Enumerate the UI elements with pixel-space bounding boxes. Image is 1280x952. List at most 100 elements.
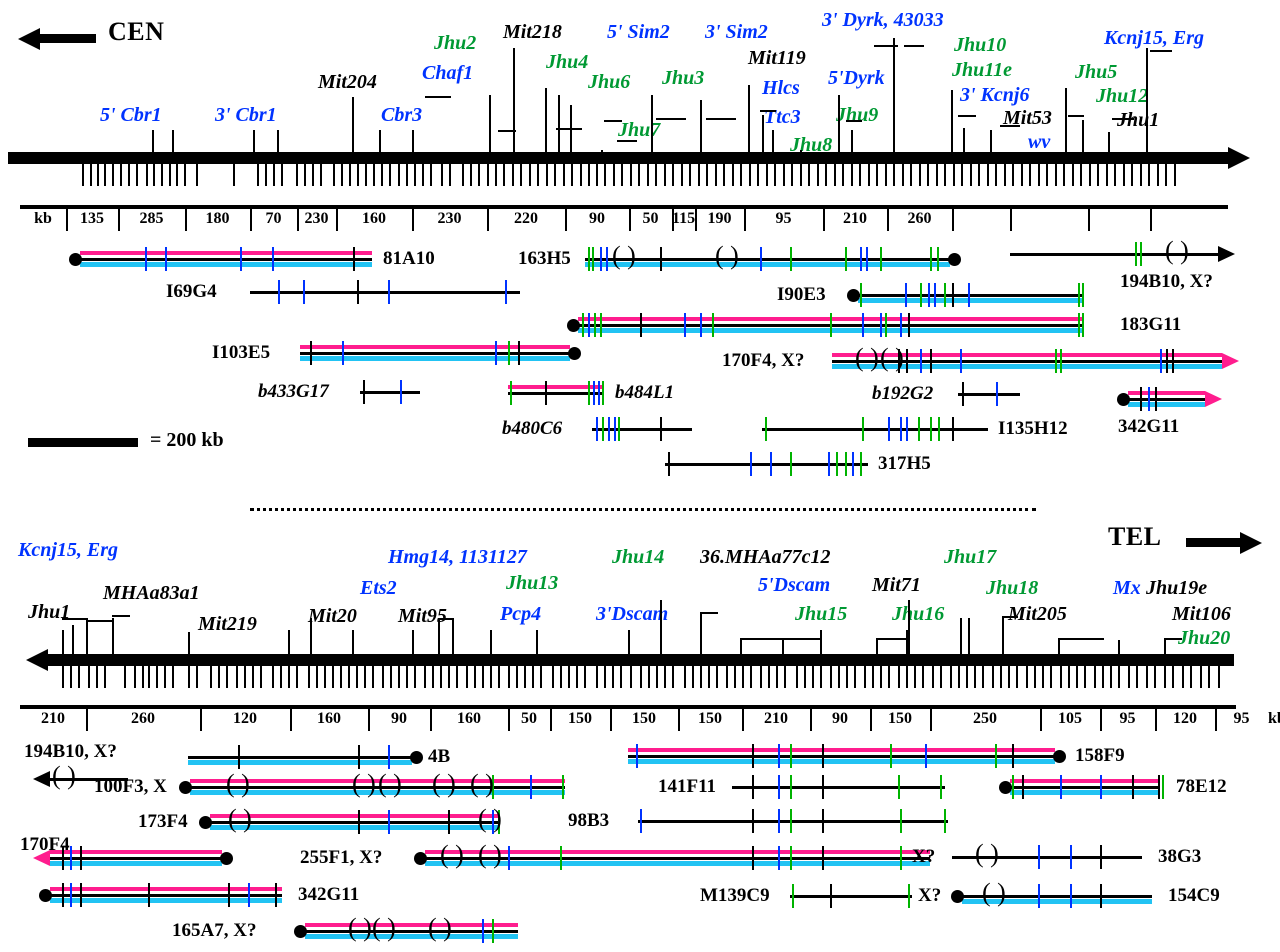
marker-elbow-line — [112, 615, 130, 617]
top-bar-tick — [487, 164, 489, 186]
clone-marker-tick — [492, 775, 494, 799]
marker-label-mx: Mx — [1113, 577, 1141, 599]
clone-label: 4B — [428, 746, 451, 767]
bottom-chromosome-arrow-icon — [26, 649, 48, 671]
bottom-bar-tick — [726, 666, 728, 688]
bottom-bar-tick — [448, 666, 450, 688]
clone-marker-tick — [1140, 242, 1142, 266]
clone-marker-tick — [165, 247, 167, 271]
clone-cyan-line — [1128, 402, 1205, 407]
clone-marker-tick — [602, 381, 604, 405]
clone-marker-tick — [1172, 349, 1174, 373]
bottom-bar-tick — [244, 666, 246, 688]
legend-scale-text: = 200 kb — [150, 429, 224, 451]
top-scale-label: 50 — [642, 210, 659, 227]
top-scale-tick — [695, 209, 697, 231]
clone-gap-paren: ( ) — [478, 840, 502, 869]
clone-cyan-line — [425, 861, 930, 866]
clone-backbone — [628, 755, 1055, 758]
top-scale-label: 135 — [80, 210, 104, 227]
marker-leader-line — [412, 130, 414, 152]
bottom-bar-tick — [768, 666, 770, 688]
top-bar-tick — [1046, 164, 1048, 186]
marker-leader-line — [800, 150, 802, 152]
bottom-bar-tick — [1068, 666, 1070, 688]
clone-marker-tick — [614, 417, 616, 441]
bottom-bar-tick — [1154, 666, 1156, 688]
clone-marker-tick — [582, 313, 584, 337]
clone-marker-tick — [353, 247, 355, 271]
clone-marker-tick — [760, 247, 762, 271]
bottom-bar-tick — [830, 666, 832, 688]
top-bar-tick — [1097, 164, 1099, 186]
clone-marker-tick — [752, 744, 754, 768]
marker-label-jhu10: Jhu10 — [954, 34, 1007, 56]
marker-leader-line — [558, 95, 560, 152]
bottom-bar-tick — [620, 666, 622, 688]
top-bar-tick — [112, 164, 114, 186]
clone-marker-tick — [1055, 349, 1057, 373]
top-bar-tick — [1038, 164, 1040, 186]
clone-marker-tick — [778, 744, 780, 768]
clone-marker-tick — [592, 247, 594, 271]
clone-gap-paren: ( ) — [478, 804, 502, 833]
top-bar-tick — [184, 164, 186, 186]
top-bar-tick — [381, 164, 383, 186]
clone-pink-line — [508, 385, 602, 389]
bottom-bar-tick — [1060, 666, 1062, 688]
clone-marker-tick — [1148, 387, 1150, 411]
marker-leader-line — [412, 630, 414, 654]
clone-backbone — [50, 778, 128, 781]
top-bar-tick — [1157, 164, 1159, 186]
marker-label-jhu2: Jhu2 — [434, 32, 477, 54]
bottom-scale-label: 150 — [568, 710, 592, 727]
top-bar-tick — [800, 164, 802, 186]
bottom-bar-tick — [236, 666, 238, 688]
top-bar-tick — [961, 164, 963, 186]
bottom-scale-label: 50 — [521, 710, 537, 727]
bottom-bar-tick — [498, 666, 500, 688]
clone-cyan-line — [628, 759, 1055, 764]
clone-end-dot — [1117, 393, 1130, 406]
clone-marker-tick — [482, 919, 484, 943]
bottom-bar-tick — [804, 666, 806, 688]
marker-leader-line — [288, 630, 290, 654]
clone-marker-tick — [792, 884, 794, 908]
top-bar-tick — [430, 164, 432, 186]
marker-leader-line — [772, 130, 774, 152]
bottom-bar-tick — [482, 666, 484, 688]
bottom-bar-tick — [424, 666, 426, 688]
clone-marker-tick — [790, 809, 792, 833]
top-bar-tick — [689, 164, 691, 186]
top-scale-tick — [66, 209, 68, 231]
marker-leader-line — [1065, 88, 1067, 152]
bottom-bar-tick — [906, 666, 908, 688]
clone-gap-paren: ( ) — [715, 241, 739, 270]
marker-label-36-mhaa77c12: 36.MHAa77c12 — [700, 546, 831, 568]
clone-backbone — [832, 360, 1222, 363]
bottom-bar-tick — [640, 666, 642, 688]
top-bar-tick — [613, 164, 615, 186]
clone-pink-line — [305, 923, 518, 927]
top-bar-tick — [273, 164, 275, 186]
clone-backbone — [305, 930, 518, 933]
bottom-bar-tick — [272, 666, 274, 688]
clone-end-dot — [220, 852, 233, 865]
bottom-bar-tick — [104, 666, 106, 688]
top-bar-tick — [120, 164, 122, 186]
clone-marker-tick — [363, 380, 365, 404]
clone-marker-tick — [303, 280, 305, 304]
bottom-bar-tick — [532, 666, 534, 688]
bottom-scale-label: 150 — [698, 710, 722, 727]
clone-marker-tick — [937, 247, 939, 271]
marker-elbow-line — [617, 140, 637, 142]
clone-marker-tick — [1070, 845, 1072, 869]
top-bar-tick — [791, 164, 793, 186]
bottom-bar-tick — [922, 666, 924, 688]
top-bar-tick — [333, 164, 335, 186]
bottom-bar-tick — [1094, 666, 1096, 688]
top-bar-tick — [766, 164, 768, 186]
clone-end-dot — [39, 889, 52, 902]
top-bar-tick — [927, 164, 929, 186]
